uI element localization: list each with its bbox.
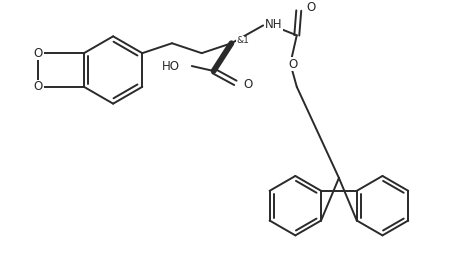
Text: HO: HO [162,59,180,73]
Text: O: O [288,58,297,70]
Text: NH: NH [265,18,283,31]
Text: O: O [34,80,43,93]
Text: &1: &1 [236,36,249,45]
Text: O: O [243,78,252,91]
Text: O: O [307,1,316,14]
Text: O: O [34,47,43,60]
